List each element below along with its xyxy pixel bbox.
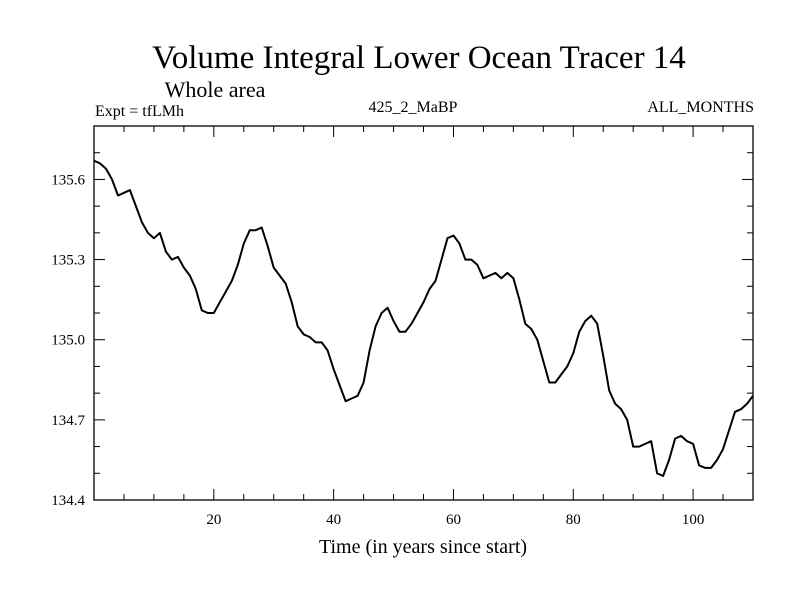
y-tick-label: 134.4 <box>51 493 85 509</box>
y-tick-label: 135.3 <box>51 253 85 269</box>
x-tick-label: 20 <box>206 512 221 528</box>
chart-subtitle: Whole area <box>165 77 266 102</box>
months-label: ALL_MONTHS <box>647 99 754 116</box>
y-axis-tick-labels: 134.4 134.7 135.0 135.3 135.6 <box>51 172 85 509</box>
y-axis-ticks <box>94 152 753 474</box>
chart-title: Volume Integral Lower Ocean Tracer 14 <box>152 40 686 76</box>
y-tick-label: 135.0 <box>51 333 85 349</box>
x-axis-tick-labels: 20 40 60 80 100 <box>206 512 704 528</box>
x-tick-label: 100 <box>682 512 705 528</box>
experiment-label: Expt = tfLMh <box>95 103 184 120</box>
x-tick-label: 40 <box>326 512 341 528</box>
y-tick-label: 135.6 <box>51 172 85 188</box>
y-tick-label: 134.7 <box>51 413 85 429</box>
x-axis-ticks <box>123 126 724 500</box>
plot-frame <box>93 125 754 501</box>
x-tick-label: 60 <box>446 512 461 528</box>
x-axis-label: Time (in years since start) <box>319 536 527 558</box>
period-label: 425_2_MaBP <box>369 99 458 116</box>
x-tick-label: 80 <box>566 512 581 528</box>
series-line-tracer-14 <box>93 159 754 477</box>
